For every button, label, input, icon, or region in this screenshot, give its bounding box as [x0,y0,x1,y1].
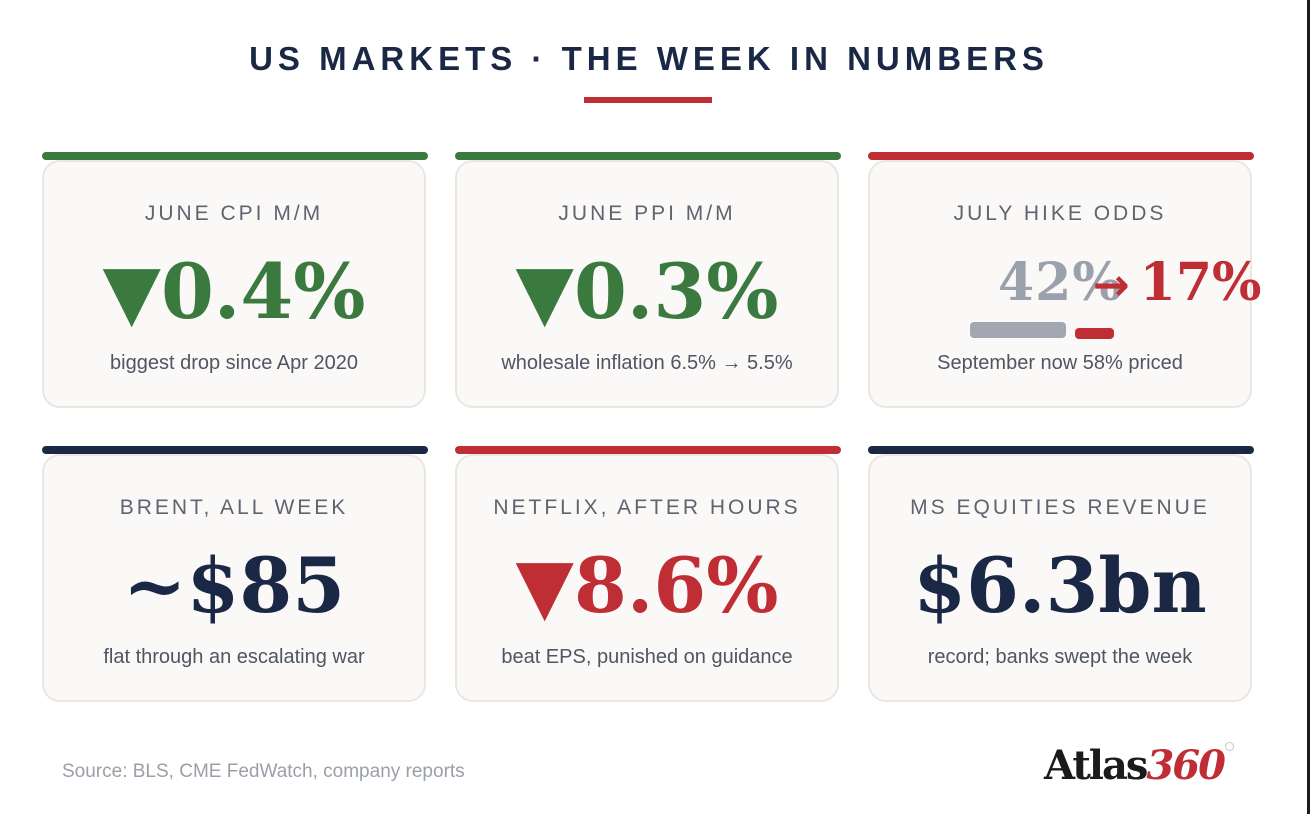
card-accent-bar-netflix [455,446,841,454]
card-label: NETFLIX, AFTER HOURS [493,496,801,519]
down-arrow-icon: ▼ [515,247,574,336]
card-value-text: 0.3% [574,247,779,336]
source-note: Source: BLS, CME FedWatch, company repor… [62,761,465,782]
logo-wordmark: Atlas [1044,742,1148,789]
card-accent-bar-hike-odds [868,152,1254,160]
stat-card-hike-odds: JULY HIKE ODDS 42%→ 17% September now 58%… [868,160,1261,408]
card-note: wholesale inflation 6.5% → 5.5% [501,352,793,374]
page-title: US MARKETS · THE WEEK IN NUMBERS [249,40,1049,77]
title-underline [584,97,712,103]
card-accent-bar-ms-equities [868,446,1254,454]
card-label: JUNE PPI M/M [558,202,736,225]
card-label: JUNE CPI M/M [144,202,324,225]
odds-after-bar [1075,328,1114,339]
odds-values: 42%→ 17% [998,252,1261,313]
card-value: ~$85 [122,541,346,630]
stat-card-brent: BRENT, ALL WEEK ~$85 flat through an esc… [42,454,426,702]
card-note: flat through an escalating war [103,646,365,668]
odds-before-bar [970,322,1066,338]
logo-number: 360 [1146,742,1225,789]
brand-logo: Atlas360 [1044,736,1234,796]
card-accent-bar-brent [42,446,428,454]
card-value-text: 0.4% [161,247,366,336]
odds-after-value: 17% [1139,252,1262,313]
stat-card-cpi: JUNE CPI M/M ▼0.4% biggest drop since Ap… [42,160,426,408]
card-value: ▼0.3% [457,242,837,342]
card-accent-bar-ppi [455,152,841,160]
card-value-text: 8.6% [574,541,779,630]
card-value: ▼8.6% [457,536,837,636]
down-arrow-icon: ▼ [102,247,161,336]
stat-card-netflix: NETFLIX, AFTER HOURS ▼8.6% beat EPS, pun… [455,454,839,702]
card-accent-bar-cpi [42,152,428,160]
card-label: JULY HIKE ODDS [953,202,1167,225]
card-label: BRENT, ALL WEEK [119,496,349,519]
card-note: September now 58% priced [937,352,1183,374]
card-value: ▼0.4% [44,242,424,342]
card-note: biggest drop since Apr 2020 [110,352,358,374]
stat-card-ms-equities: MS EQUITIES REVENUE $6.3bn record; banks… [868,454,1252,702]
card-label: MS EQUITIES REVENUE [910,496,1210,519]
logo-degree-icon [1224,742,1234,751]
card-note: record; banks swept the week [927,646,1193,668]
right-edge-rule [1307,0,1310,814]
card-note: beat EPS, punished on guidance [501,646,793,668]
stat-card-ppi: JUNE PPI M/M ▼0.3% wholesale inflation 6… [455,160,839,408]
right-arrow-icon: → [1092,260,1130,311]
odds-before-value: 42% [998,252,1123,313]
card-value: $6.3bn [913,541,1207,630]
down-arrow-icon: ▼ [515,541,574,630]
